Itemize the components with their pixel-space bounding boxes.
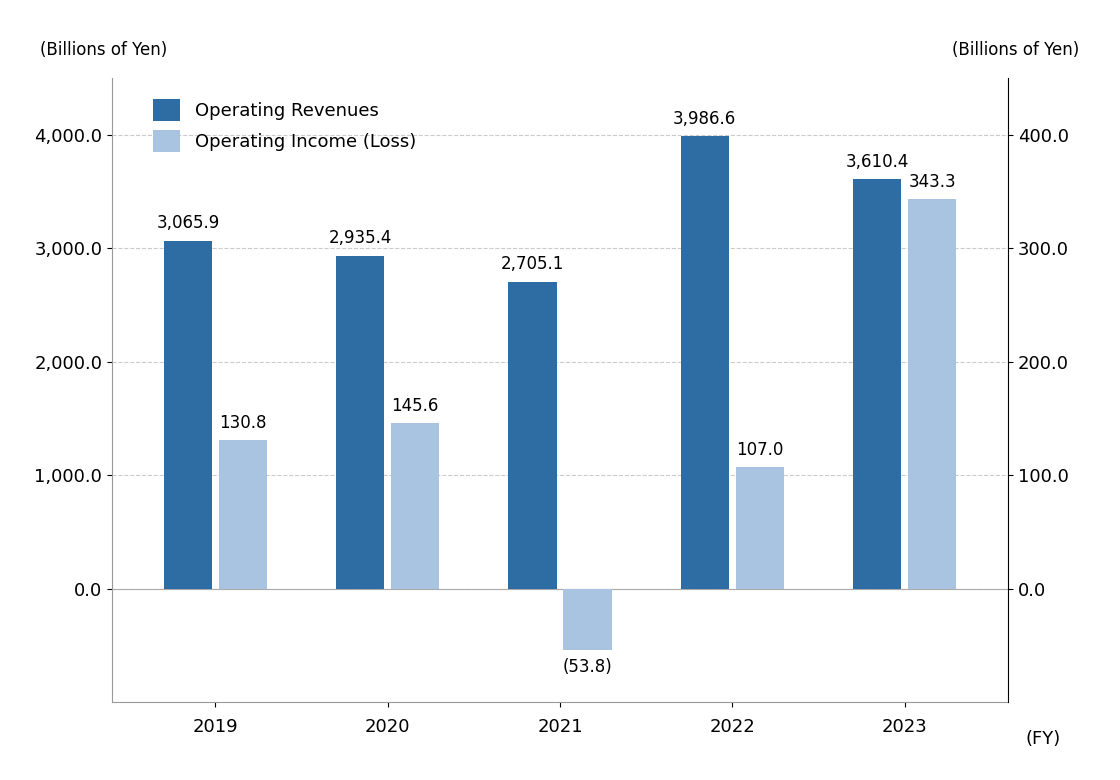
Text: 130.8: 130.8: [220, 414, 267, 432]
Text: (FY): (FY): [1026, 730, 1061, 748]
Bar: [908, 199, 956, 589]
Text: 3,065.9: 3,065.9: [156, 215, 220, 232]
Text: 2,935.4: 2,935.4: [328, 229, 392, 247]
Bar: [164, 241, 212, 589]
Text: 343.3: 343.3: [908, 172, 956, 191]
Bar: [681, 136, 729, 589]
Text: (Billions of Yen): (Billions of Yen): [40, 41, 168, 59]
Text: 3,610.4: 3,610.4: [846, 153, 908, 171]
Bar: [508, 282, 557, 589]
Bar: [336, 256, 384, 589]
Bar: [391, 424, 439, 589]
Text: (53.8): (53.8): [562, 658, 613, 676]
Text: (Billions of Yen): (Billions of Yen): [952, 41, 1080, 59]
Bar: [736, 467, 784, 589]
Text: 3,986.6: 3,986.6: [673, 110, 736, 128]
Bar: [853, 179, 902, 589]
Text: 107.0: 107.0: [736, 441, 784, 459]
Text: 145.6: 145.6: [392, 397, 439, 415]
Bar: [218, 440, 267, 589]
Legend: Operating Revenues, Operating Income (Loss): Operating Revenues, Operating Income (Lo…: [148, 94, 421, 158]
Bar: [563, 589, 612, 650]
Text: 2,705.1: 2,705.1: [501, 255, 564, 273]
